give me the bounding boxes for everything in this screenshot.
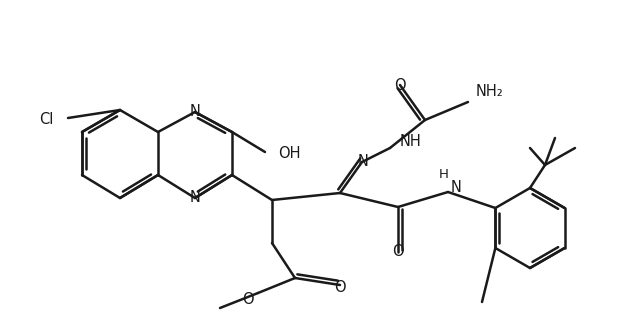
Text: O: O — [394, 77, 406, 92]
Text: H: H — [439, 169, 449, 181]
Text: NH₂: NH₂ — [476, 85, 504, 99]
Text: O: O — [392, 244, 404, 259]
Text: N: N — [189, 105, 200, 119]
Text: O: O — [334, 280, 346, 296]
Text: NH: NH — [400, 134, 422, 150]
Text: O: O — [242, 293, 254, 308]
Text: Cl: Cl — [39, 113, 53, 128]
Text: N: N — [451, 180, 461, 195]
Text: OH: OH — [278, 146, 301, 160]
Text: N: N — [189, 191, 200, 206]
Text: N: N — [358, 154, 369, 169]
